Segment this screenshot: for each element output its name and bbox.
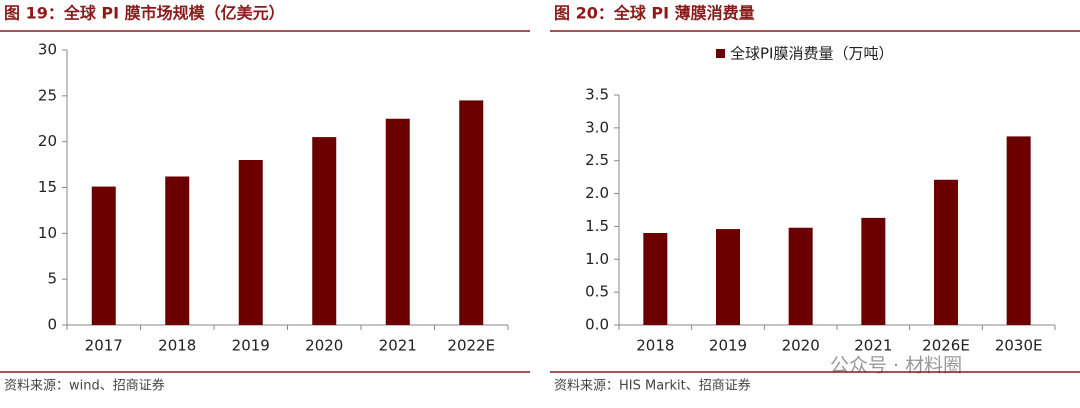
y-tick-label: 3.5 xyxy=(585,86,609,104)
y-tick-label: 2.0 xyxy=(585,184,609,202)
y-tick-label: 3.0 xyxy=(585,118,609,136)
y-tick-label: 0 xyxy=(47,316,57,334)
bar xyxy=(165,176,190,325)
y-tick-label: 0.0 xyxy=(585,316,609,334)
y-tick-label: 20 xyxy=(38,132,57,150)
x-tick-label: 2021 xyxy=(854,337,892,355)
y-tick-label: 30 xyxy=(38,41,57,59)
y-tick-label: 15 xyxy=(38,178,57,196)
bar xyxy=(934,179,958,325)
x-tick-label: 2021 xyxy=(379,337,417,355)
y-tick-label: 1.5 xyxy=(585,217,609,235)
x-tick-label: 2018 xyxy=(158,337,196,355)
source: 资料来源：HIS Markit、招商证券 xyxy=(554,378,751,394)
y-tick-label: 0.5 xyxy=(585,283,609,301)
bar xyxy=(238,160,263,325)
bar xyxy=(91,186,116,325)
x-tick-label: 2019 xyxy=(709,337,747,355)
bar xyxy=(459,100,484,326)
x-tick-label: 2019 xyxy=(232,337,270,355)
bar xyxy=(312,137,337,325)
watermark: 公众号 · 材料圈 xyxy=(830,355,962,377)
bar xyxy=(385,118,410,325)
y-tick-label: 25 xyxy=(38,86,57,104)
y-tick-label: 2.5 xyxy=(585,151,609,169)
y-tick-label: 5 xyxy=(47,270,57,288)
x-tick-label: 2030E xyxy=(995,337,1043,355)
x-tick-label: 2018 xyxy=(636,337,674,355)
y-tick-label: 1.0 xyxy=(585,250,609,268)
legend-swatch xyxy=(716,49,725,58)
x-tick-label: 2022E xyxy=(447,337,495,355)
chart-title: 图 19：全球 PI 膜市场规模（亿美元） xyxy=(4,4,285,23)
x-tick-label: 2026E xyxy=(922,337,970,355)
bar xyxy=(788,227,813,325)
x-tick-label: 2020 xyxy=(305,337,343,355)
bar xyxy=(716,229,740,325)
legend-label: 全球PI膜消费量（万吨） xyxy=(730,45,893,63)
bar xyxy=(643,233,668,325)
y-tick-label: 10 xyxy=(38,224,57,242)
source: 资料来源：wind、招商证券 xyxy=(4,378,165,394)
x-tick-label: 2020 xyxy=(782,337,820,355)
x-tick-label: 2017 xyxy=(85,337,123,355)
chart-title: 图 20：全球 PI 薄膜消费量 xyxy=(554,4,755,23)
bar xyxy=(861,217,886,325)
bar xyxy=(1006,136,1031,325)
